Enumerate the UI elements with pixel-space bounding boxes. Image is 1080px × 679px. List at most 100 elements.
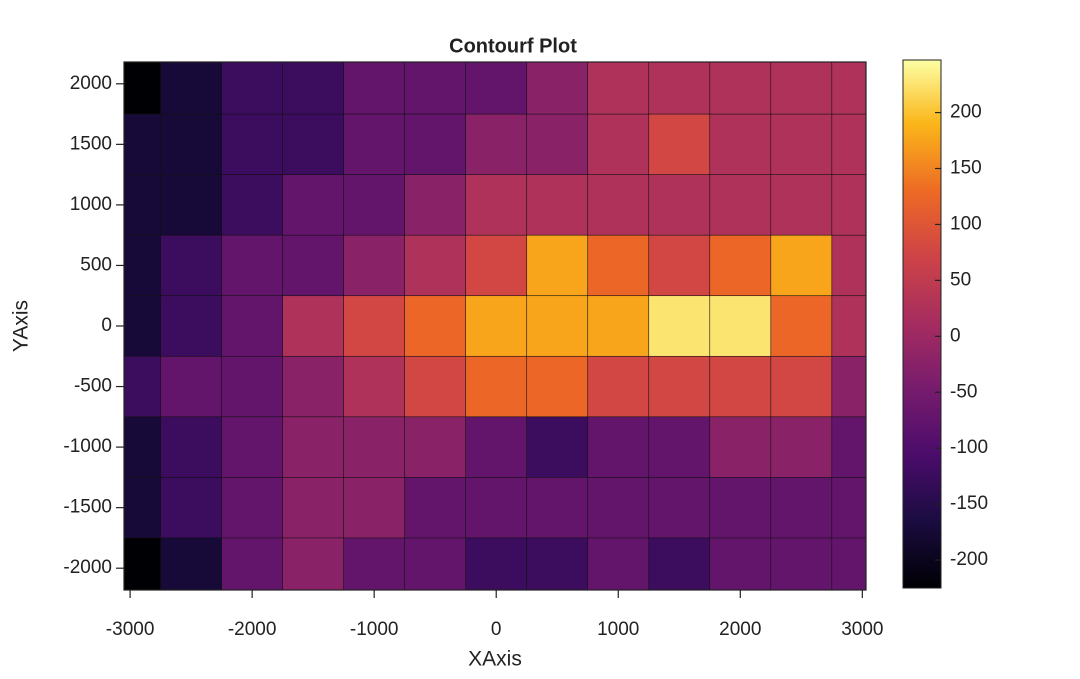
x-tick-label: -3000 [106,619,155,640]
contour-cell [465,295,528,358]
contour-cell [648,113,711,176]
contour-cell [124,113,162,176]
colorbar-tick-label: 150 [950,158,982,179]
contour-cell [221,355,284,418]
contour-cell [770,295,833,358]
contour-cell [770,62,833,115]
contour-cell [526,174,589,236]
contour-cell [587,174,650,236]
colorbar-tick-label: -50 [950,381,977,402]
contour-cell [282,295,345,358]
contour-cell [526,477,589,539]
contour-cell [282,62,345,115]
contour-cell [160,355,223,418]
contour-cell [465,477,528,539]
contour-cell [831,62,866,115]
contour-cell [124,416,162,479]
contour-cell [526,537,589,590]
y-tick-label: -2000 [63,557,112,578]
contour-cell [648,62,711,115]
contour-cell [587,416,650,479]
contour-cell [709,113,772,176]
contour-cell [587,477,650,539]
contour-cell [404,62,467,115]
contour-cell [160,477,223,539]
contour-cell [404,537,467,590]
contour-cell [770,234,833,297]
contour-cell [343,477,406,539]
contour-cell [124,295,162,358]
y-tick-label: 1000 [70,194,112,215]
contour-cell [465,416,528,479]
contour-cell [770,113,833,176]
contour-cell [709,416,772,479]
contour-cell [587,355,650,418]
contour-cell [770,174,833,236]
contour-cell [343,416,406,479]
contour-cell [587,113,650,176]
contour-cell [221,234,284,297]
contour-fill [124,62,866,590]
contour-cell [831,234,866,297]
contour-cell [770,537,833,590]
colorbar-tick-label: 100 [950,213,982,234]
contour-cell [465,355,528,418]
contour-cell [221,62,284,115]
colorbar-tick-label: 50 [950,269,971,290]
contour-cell [465,113,528,176]
contour-cell [831,174,866,236]
contour-cell [160,113,223,176]
contour-cell [770,355,833,418]
contour-cell [648,537,711,590]
contour-cell [709,174,772,236]
colorbar-tick-label: 0 [950,325,961,346]
x-tick-label: -1000 [350,619,399,640]
contour-cell [404,234,467,297]
contour-cell [587,537,650,590]
contour-cell [648,174,711,236]
colorbar-tick-label: -150 [950,493,988,514]
contour-cell [465,234,528,297]
contour-cell [282,355,345,418]
contour-cell [343,174,406,236]
contour-cell [160,174,223,236]
contour-cell [709,537,772,590]
contour-cell [526,355,589,418]
contour-cell [343,295,406,358]
contour-cell [404,477,467,539]
contour-cell [526,234,589,297]
contour-cell [526,113,589,176]
y-tick-label: -1500 [63,497,112,518]
x-tick-label: -2000 [228,619,277,640]
contour-cell [831,295,866,358]
contour-cell [526,295,589,358]
y-tick-label: 2000 [70,73,112,94]
colorbar-tick-label: -100 [950,437,988,458]
contour-cell [831,355,866,418]
contour-cell [648,234,711,297]
y-tick-label: -500 [74,376,112,397]
contour-cell [587,62,650,115]
contour-cell [221,174,284,236]
contour-cell [404,295,467,358]
contour-cell [648,416,711,479]
contour-cell [343,113,406,176]
contour-cell [709,62,772,115]
contour-cell [709,295,772,358]
contour-cell [404,355,467,418]
contour-cell [526,62,589,115]
contour-cell [221,113,284,176]
contour-cell [465,62,528,115]
colorbar [902,59,942,589]
contour-cell [648,295,711,358]
contour-cell [465,174,528,236]
contour-cell [831,477,866,539]
contour-cell [160,416,223,479]
contour-cell [124,174,162,236]
contour-cell [221,537,284,590]
contour-cell [282,416,345,479]
contour-cell [282,477,345,539]
contour-cell [343,537,406,590]
x-tick-label: 0 [491,619,502,640]
colorbar-tick-label: 200 [950,102,982,123]
